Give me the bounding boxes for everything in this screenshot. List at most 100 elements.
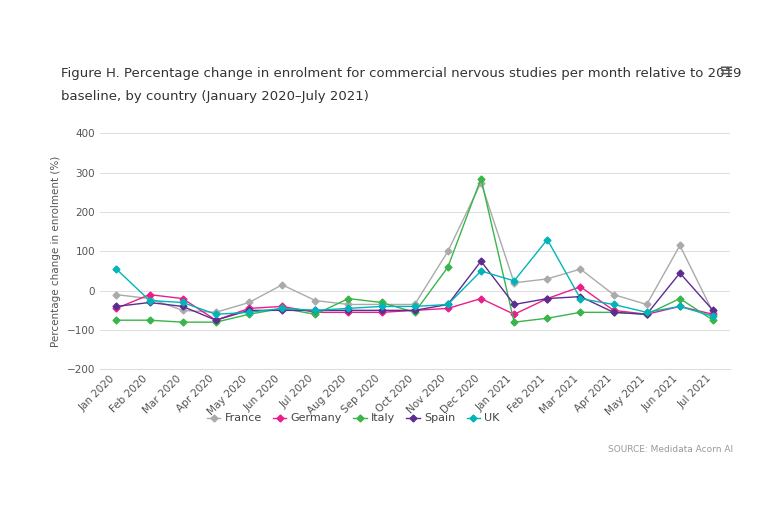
Italy [178, 319, 187, 325]
UK [642, 309, 651, 315]
Germany [509, 311, 518, 318]
Spain [576, 293, 585, 300]
Spain [145, 300, 154, 306]
Spain [642, 311, 651, 318]
Spain [708, 307, 717, 313]
Italy [377, 300, 386, 306]
Germany [410, 307, 419, 313]
Italy [708, 317, 717, 323]
UK [211, 311, 220, 318]
Y-axis label: Percentage change in enrolment (%): Percentage change in enrolment (%) [51, 156, 61, 347]
UK [377, 303, 386, 309]
France [145, 295, 154, 302]
UK [576, 295, 585, 302]
Spain [675, 270, 684, 276]
Spain [344, 307, 353, 313]
France [410, 302, 419, 308]
Spain [377, 307, 386, 313]
Italy [410, 309, 419, 315]
Italy [675, 295, 684, 302]
Line: Spain: Spain [114, 259, 716, 323]
France [609, 291, 618, 298]
Germany [642, 311, 651, 318]
UK [178, 300, 187, 306]
Germany [675, 303, 684, 309]
Germany [145, 291, 154, 298]
Germany [211, 317, 220, 323]
France [377, 302, 386, 308]
Italy [244, 311, 253, 318]
Spain [443, 302, 452, 308]
UK [145, 298, 154, 304]
Germany [543, 295, 552, 302]
Germany [476, 295, 485, 302]
Spain [277, 307, 286, 313]
Germany [244, 305, 253, 311]
France [642, 302, 651, 308]
UK [311, 307, 320, 313]
France [576, 266, 585, 272]
Italy [344, 295, 353, 302]
UK [344, 305, 353, 311]
UK [708, 313, 717, 319]
France [708, 309, 717, 315]
Italy [642, 311, 651, 318]
Germany [277, 303, 286, 309]
Spain [609, 309, 618, 315]
UK [509, 278, 518, 284]
France [277, 282, 286, 288]
Text: Figure H. Percentage change in enrolment for commercial nervous studies per mont: Figure H. Percentage change in enrolment… [61, 67, 742, 80]
Germany [178, 295, 187, 302]
Line: Italy: Italy [114, 176, 716, 325]
Germany [443, 305, 452, 311]
Italy [311, 311, 320, 318]
UK [443, 302, 452, 308]
UK [410, 303, 419, 309]
Spain [244, 307, 253, 313]
France [311, 298, 320, 304]
France [178, 307, 187, 313]
UK [476, 268, 485, 274]
UK [112, 266, 121, 272]
Text: baseline, by country (January 2020–July 2021): baseline, by country (January 2020–July … [61, 90, 369, 103]
Spain [410, 307, 419, 313]
France [244, 300, 253, 306]
Germany [609, 307, 618, 313]
France [443, 248, 452, 254]
Germany [377, 309, 386, 315]
Line: UK: UK [114, 237, 716, 319]
Legend: France, Germany, Italy, Spain, UK: France, Germany, Italy, Spain, UK [203, 409, 504, 428]
Spain [311, 307, 320, 313]
France [112, 291, 121, 298]
France [675, 243, 684, 249]
Italy [476, 175, 485, 182]
Italy [543, 315, 552, 321]
Spain [211, 317, 220, 323]
France [476, 180, 485, 186]
Germany [576, 284, 585, 290]
Germany [344, 309, 353, 315]
Spain [509, 302, 518, 308]
Text: ≡: ≡ [718, 62, 733, 80]
Spain [476, 258, 485, 264]
Italy [509, 319, 518, 325]
Spain [178, 303, 187, 309]
UK [609, 302, 618, 308]
Italy [576, 309, 585, 315]
Italy [145, 317, 154, 323]
Line: France: France [114, 180, 716, 315]
Germany [112, 305, 121, 311]
UK [277, 305, 286, 311]
Italy [609, 309, 618, 315]
Italy [211, 319, 220, 325]
Italy [443, 264, 452, 270]
France [344, 302, 353, 308]
Spain [112, 303, 121, 309]
France [509, 280, 518, 286]
UK [543, 236, 552, 243]
Line: Germany: Germany [114, 284, 716, 323]
Text: SOURCE: Medidata Acorn AI: SOURCE: Medidata Acorn AI [608, 445, 733, 454]
Germany [311, 309, 320, 315]
UK [675, 303, 684, 309]
Italy [112, 317, 121, 323]
